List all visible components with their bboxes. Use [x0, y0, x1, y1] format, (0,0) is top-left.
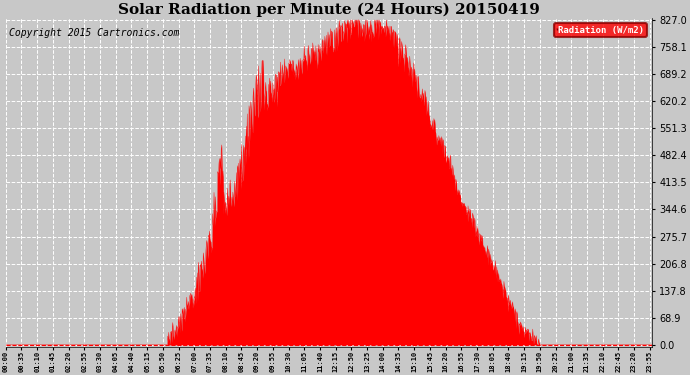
Legend: Radiation (W/m2): Radiation (W/m2) — [554, 23, 647, 37]
Text: Copyright 2015 Cartronics.com: Copyright 2015 Cartronics.com — [9, 28, 179, 38]
Title: Solar Radiation per Minute (24 Hours) 20150419: Solar Radiation per Minute (24 Hours) 20… — [118, 3, 540, 17]
